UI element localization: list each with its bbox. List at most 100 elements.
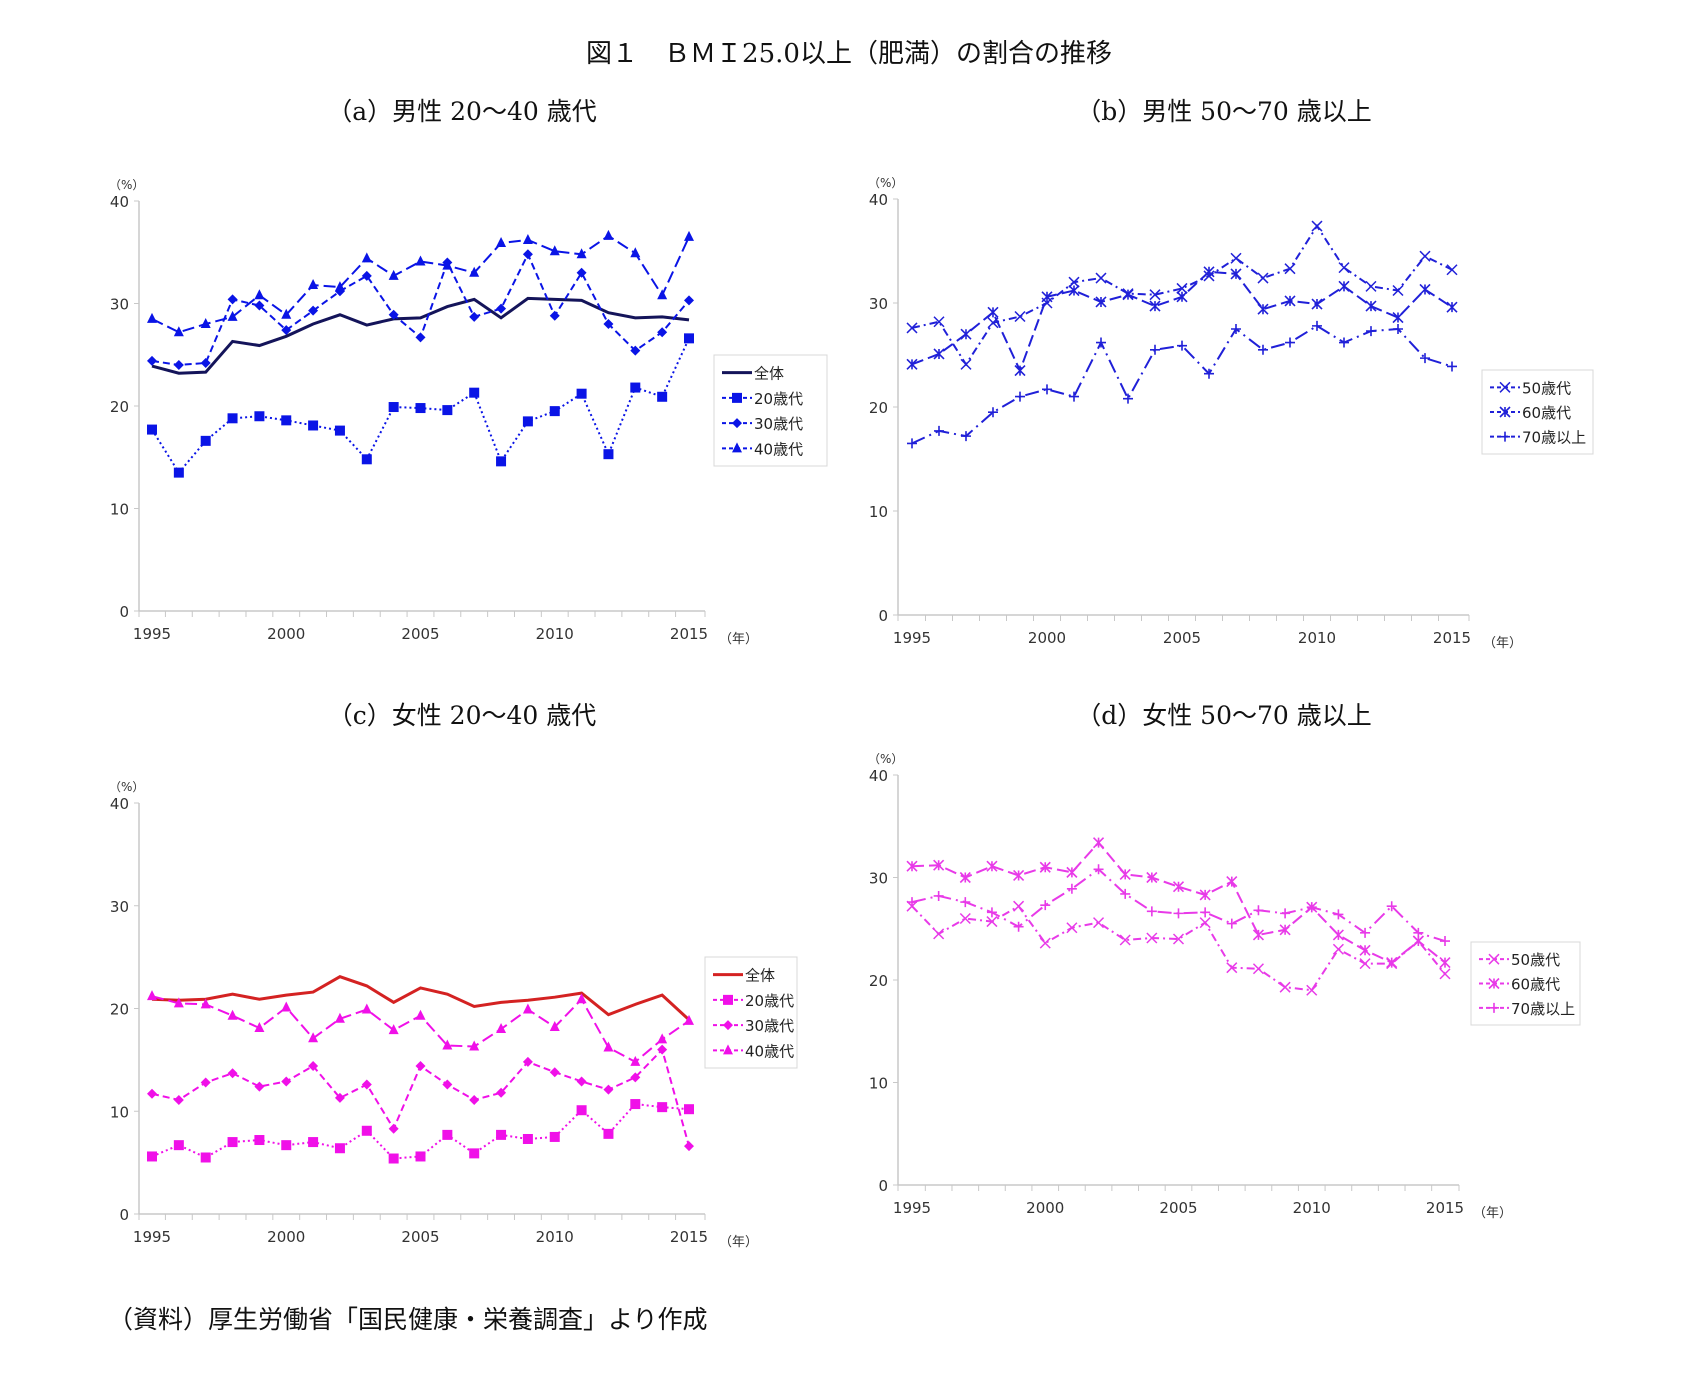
data-point	[1253, 905, 1264, 916]
data-point	[630, 247, 641, 258]
data-point	[415, 332, 426, 343]
legend-marker	[1489, 1002, 1499, 1013]
series-30歳代	[147, 249, 694, 370]
data-point	[1041, 291, 1053, 303]
source-note: （資料）厚生労働省「国民健康・栄養調査」より作成	[108, 1305, 708, 1334]
data-point	[227, 413, 238, 424]
data-point	[684, 295, 694, 306]
y-tick-label: 30	[869, 870, 888, 888]
x-tick-label: 2015	[670, 625, 708, 643]
x-tick-label: 1995	[893, 1199, 931, 1217]
data-point	[308, 279, 319, 290]
data-point	[1359, 958, 1371, 970]
data-point	[1150, 344, 1160, 355]
data-point	[576, 248, 587, 259]
legend-marker	[1488, 953, 1500, 965]
data-point	[361, 252, 372, 263]
chart-b-title: （b）男性 50～70 歳以上	[1076, 97, 1372, 126]
legend-marker	[723, 1044, 733, 1055]
figure-title: 図１ ＢＭＩ25.0以上（肥満）の割合の推移	[586, 39, 1112, 69]
data-point	[173, 1094, 184, 1105]
chart-d: 0 10 20 30 40 1995 2000 2005 2010 2015 （%） （年） 50歳代 6…	[868, 752, 1581, 1221]
data-point	[1199, 889, 1211, 901]
data-point	[415, 1009, 426, 1020]
y-tick-label: 0	[119, 603, 129, 621]
legend-marker	[723, 994, 733, 1005]
legend-label: 70歳以上	[1511, 1000, 1575, 1018]
data-point	[281, 325, 292, 336]
data-point	[1176, 291, 1188, 303]
data-point	[906, 358, 918, 370]
data-point	[1040, 900, 1051, 911]
data-point	[960, 897, 971, 908]
data-point	[1392, 311, 1404, 324]
data-point	[388, 309, 399, 320]
data-point	[281, 1001, 292, 1012]
legend-label: 40歳代	[754, 440, 803, 458]
data-point	[906, 322, 918, 334]
data-point	[684, 333, 694, 344]
data-point	[657, 1044, 668, 1055]
data-point	[1258, 344, 1268, 355]
data-point	[549, 310, 560, 321]
x-tick-label: 2000	[1028, 629, 1066, 647]
data-point	[657, 289, 668, 300]
legend-label: 全体	[745, 967, 775, 985]
data-point	[630, 1072, 641, 1083]
y-tick-label: 30	[110, 296, 129, 314]
data-point	[415, 1151, 426, 1162]
data-point	[603, 1084, 614, 1095]
data-point	[361, 454, 372, 465]
data-point	[933, 890, 944, 901]
data-point	[522, 1003, 533, 1014]
data-point	[1015, 391, 1025, 402]
data-point	[603, 1128, 614, 1139]
legend-label: 70歳以上	[1522, 429, 1586, 447]
legend: 50歳代 60歳代 70歳以上	[1481, 369, 1594, 455]
data-point	[1069, 391, 1079, 402]
data-point	[308, 305, 319, 316]
data-point	[684, 1104, 694, 1115]
data-point	[603, 319, 614, 329]
x-tick-label: 2005	[1163, 629, 1201, 647]
data-point	[1284, 263, 1296, 275]
x-tick-label: 2010	[536, 625, 574, 643]
legend: 50歳代 60歳代 70歳以上	[1470, 941, 1581, 1026]
data-point	[1280, 908, 1291, 919]
y-tick-label: 0	[878, 607, 888, 625]
data-point	[1257, 272, 1269, 284]
y-tick-label: 0	[878, 1177, 888, 1195]
data-point	[906, 860, 918, 872]
data-point	[496, 456, 507, 467]
data-point	[1333, 909, 1344, 920]
data-point	[1068, 284, 1080, 297]
legend-marker	[1499, 406, 1511, 418]
data-point	[1066, 922, 1078, 934]
data-point	[1203, 266, 1215, 278]
data-point	[987, 306, 999, 318]
data-point	[576, 388, 587, 399]
series-60歳代	[906, 266, 1458, 377]
legend-label: 20歳代	[745, 992, 794, 1010]
y-tick-label: 40	[869, 767, 888, 785]
data-point	[334, 1012, 345, 1023]
y-tick-label: 0	[119, 1206, 129, 1224]
data-point	[1177, 340, 1187, 351]
x-unit-label: （年）	[1473, 1206, 1512, 1221]
y-tick-label: 10	[110, 501, 129, 519]
data-point	[1095, 272, 1107, 284]
data-point	[549, 1131, 560, 1142]
y-tick-label: 20	[110, 398, 129, 416]
data-point	[254, 300, 265, 311]
data-point	[1332, 943, 1344, 955]
data-point	[308, 420, 319, 431]
data-point	[961, 431, 971, 442]
series-line	[151, 975, 691, 1021]
x-tick-label: 1995	[893, 629, 931, 647]
data-point	[1204, 368, 1214, 379]
data-point	[1039, 861, 1051, 873]
data-point	[1013, 869, 1025, 882]
data-point	[173, 1140, 184, 1151]
data-point	[603, 229, 614, 240]
data-point	[657, 391, 668, 402]
